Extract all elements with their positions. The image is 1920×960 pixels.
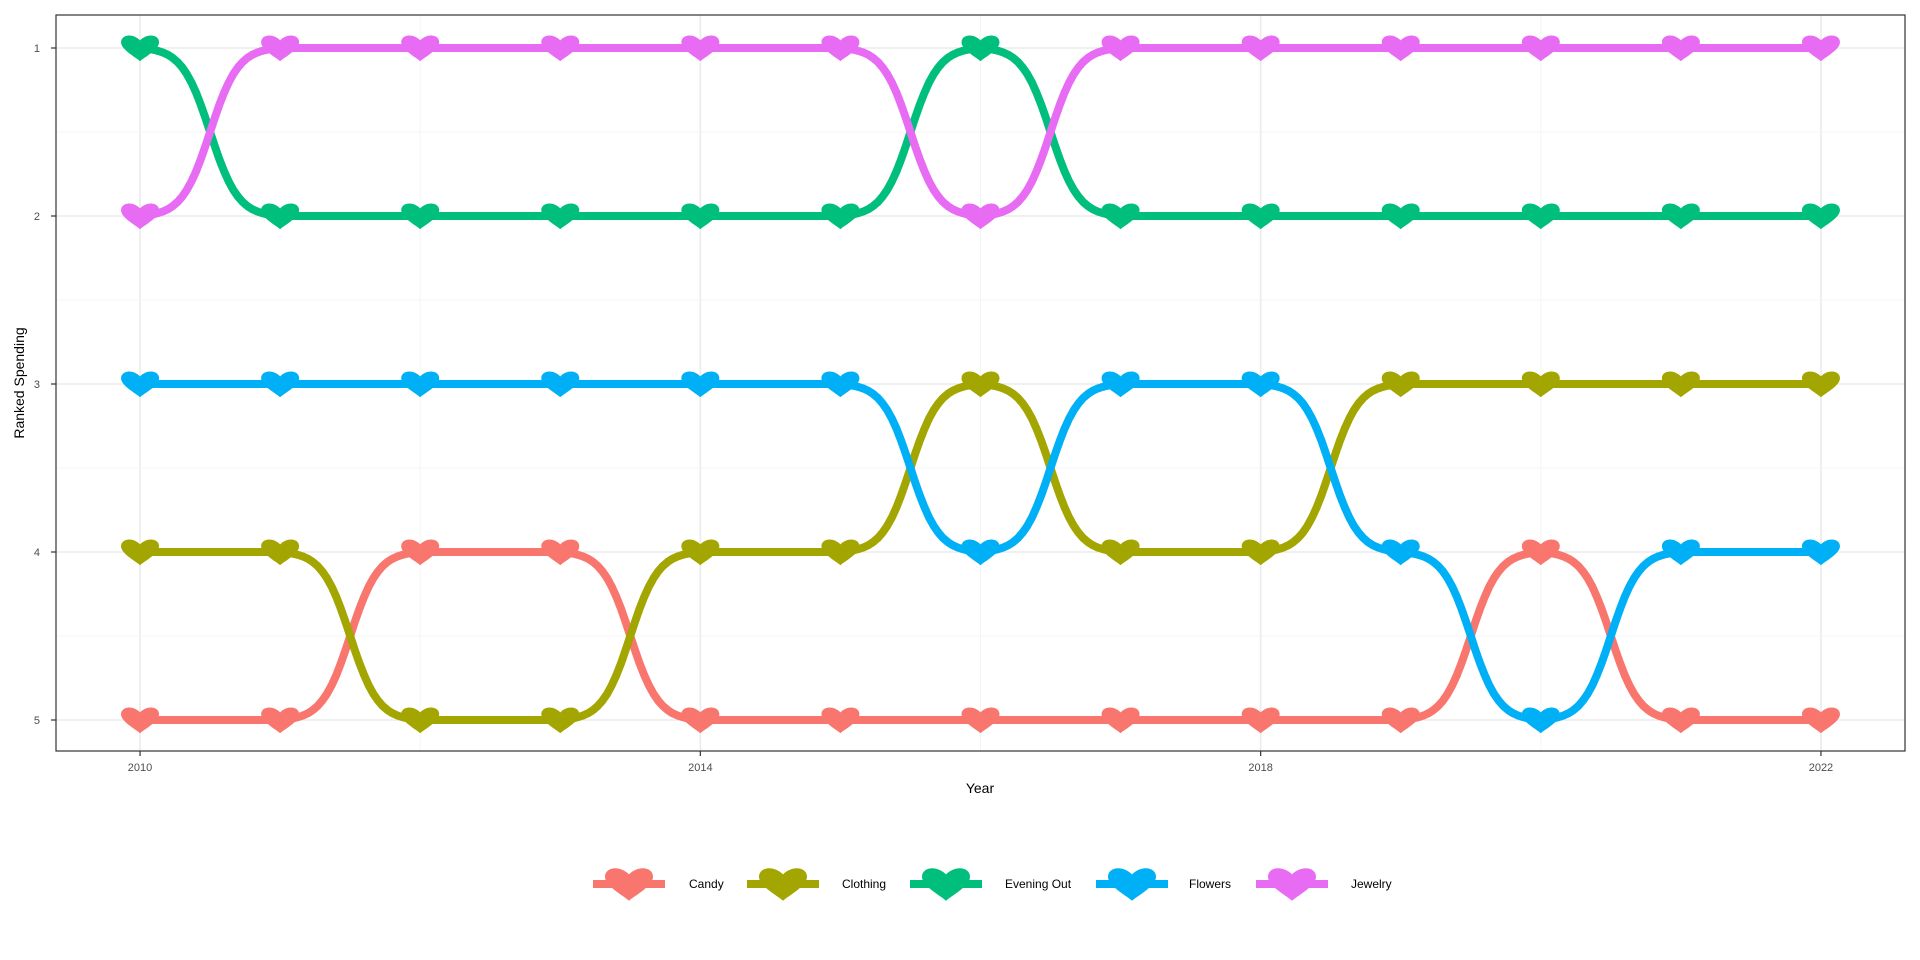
heart-marker-jewelry	[821, 35, 860, 62]
heart-marker-evening-out	[1101, 203, 1140, 230]
legend-label: Candy	[689, 877, 724, 891]
legend-item-clothing: Clothing	[747, 868, 886, 901]
x-tick-label: 2018	[1248, 762, 1272, 774]
heart-marker-candy	[1381, 707, 1420, 734]
heart-marker-evening-out	[1661, 203, 1700, 230]
y-tick-label: 1	[34, 43, 40, 55]
heart-marker-evening-out	[541, 203, 580, 230]
legend-label: Clothing	[842, 877, 886, 891]
heart-marker-evening-out	[261, 203, 300, 230]
heart-marker-candy	[961, 707, 1000, 734]
y-tick-label: 4	[34, 547, 40, 559]
legend-heart-icon	[1108, 868, 1156, 901]
heart-marker-flowers	[1241, 371, 1280, 398]
heart-marker-clothing	[1661, 371, 1700, 398]
legend-item-evening-out: Evening Out	[910, 868, 1072, 901]
heart-marker-flowers	[1661, 539, 1700, 566]
heart-marker-flowers	[1381, 539, 1420, 566]
heart-marker-evening-out	[121, 35, 160, 62]
heart-marker-jewelry	[961, 203, 1000, 230]
y-tick-label: 3	[34, 379, 40, 391]
legend-heart-icon	[605, 868, 653, 901]
y-tick-label: 2	[34, 211, 40, 223]
heart-marker-flowers	[1521, 707, 1560, 734]
legend-item-candy: Candy	[593, 868, 724, 901]
x-tick-label: 2014	[688, 762, 712, 774]
heart-marker-jewelry	[541, 35, 580, 62]
heart-marker-clothing	[1101, 539, 1140, 566]
heart-marker-flowers	[821, 371, 860, 398]
heart-marker-clothing	[1381, 371, 1420, 398]
heart-marker-clothing	[121, 539, 160, 566]
heart-marker-flowers	[961, 539, 1000, 566]
heart-marker-clothing	[401, 707, 440, 734]
heart-marker-clothing	[961, 371, 1000, 398]
heart-marker-candy	[821, 707, 860, 734]
heart-marker-jewelry	[1521, 35, 1560, 62]
legend: Candy Clothing Evening Out Flowers Jewelry	[593, 868, 1392, 901]
x-axis-title: Year	[966, 780, 995, 796]
legend-label: Jewelry	[1351, 877, 1392, 891]
heart-marker-jewelry	[401, 35, 440, 62]
heart-marker-jewelry	[261, 35, 300, 62]
series-markers	[121, 35, 1840, 734]
heart-marker-clothing	[1241, 539, 1280, 566]
heart-marker-evening-out	[401, 203, 440, 230]
heart-marker-clothing	[1521, 371, 1560, 398]
heart-marker-flowers	[681, 371, 720, 398]
legend-label: Flowers	[1189, 877, 1231, 891]
heart-marker-jewelry	[681, 35, 720, 62]
heart-marker-candy	[261, 707, 300, 734]
heart-marker-evening-out	[1381, 203, 1420, 230]
heart-marker-evening-out	[681, 203, 720, 230]
heart-marker-candy	[401, 539, 440, 566]
heart-marker-evening-out	[821, 203, 860, 230]
heart-marker-jewelry	[1381, 35, 1420, 62]
heart-marker-flowers	[1101, 371, 1140, 398]
axes: 2010 2014 2018 2022 1 2 3 4 5	[34, 14, 1906, 774]
heart-marker-jewelry	[1241, 35, 1280, 62]
heart-marker-flowers	[541, 371, 580, 398]
heart-marker-jewelry	[1801, 35, 1840, 62]
heart-marker-flowers	[401, 371, 440, 398]
heart-marker-evening-out	[1241, 203, 1280, 230]
heart-marker-candy	[681, 707, 720, 734]
legend-item-jewelry: Jewelry	[1256, 868, 1392, 901]
heart-marker-candy	[1661, 707, 1700, 734]
heart-marker-clothing	[261, 539, 300, 566]
legend-heart-icon	[1268, 868, 1316, 901]
heart-marker-clothing	[1801, 371, 1840, 398]
legend-item-flowers: Flowers	[1096, 868, 1231, 901]
heart-marker-flowers	[121, 371, 160, 398]
panel-border	[55, 14, 1906, 752]
x-tick-label: 2010	[128, 762, 152, 774]
heart-marker-clothing	[541, 707, 580, 734]
heart-marker-candy	[121, 707, 160, 734]
heart-marker-flowers	[261, 371, 300, 398]
heart-marker-clothing	[681, 539, 720, 566]
y-axis-title: Ranked Spending	[11, 327, 27, 438]
heart-marker-evening-out	[961, 35, 1000, 62]
legend-heart-icon	[759, 868, 807, 901]
heart-marker-clothing	[821, 539, 860, 566]
heart-marker-flowers	[1801, 539, 1840, 566]
heart-marker-candy	[1101, 707, 1140, 734]
heart-marker-candy	[1521, 539, 1560, 566]
y-tick-label: 5	[34, 715, 40, 727]
legend-label: Evening Out	[1005, 877, 1072, 891]
heart-marker-evening-out	[1521, 203, 1560, 230]
heart-marker-candy	[1241, 707, 1280, 734]
heart-marker-jewelry	[121, 203, 160, 230]
heart-marker-candy	[541, 539, 580, 566]
heart-marker-evening-out	[1801, 203, 1840, 230]
x-tick-label: 2022	[1809, 762, 1833, 774]
heart-marker-jewelry	[1661, 35, 1700, 62]
heart-marker-jewelry	[1101, 35, 1140, 62]
heart-marker-candy	[1801, 707, 1840, 734]
legend-heart-icon	[922, 868, 970, 901]
